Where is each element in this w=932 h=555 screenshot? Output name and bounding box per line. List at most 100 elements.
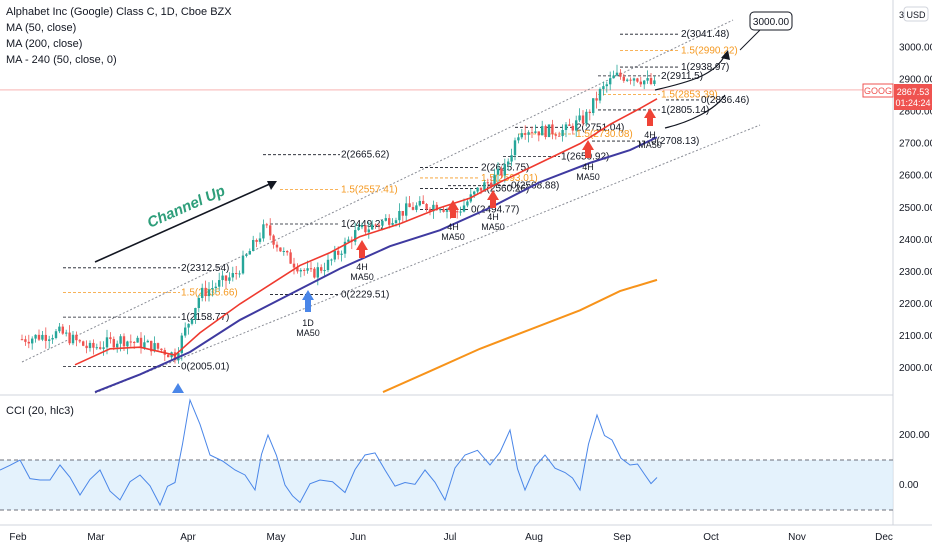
candle-body (513, 140, 517, 156)
cci-legend[interactable]: CCI (20, hlc3) (6, 405, 74, 417)
callout-box[interactable] (749, 11, 793, 31)
candle-body (564, 124, 568, 131)
up-arrow-stem (450, 210, 456, 218)
callout-pointer (739, 29, 761, 51)
candle-body (92, 342, 95, 348)
currency-badge[interactable] (903, 6, 929, 22)
candle-body (48, 339, 51, 341)
price-axis[interactable]: 2000.00 2100.00 2200.00 2300.00 2400.00 2500.… (899, 43, 932, 375)
candle-body (411, 207, 415, 210)
candle-body (211, 288, 214, 290)
candle-body (425, 204, 428, 210)
candle-body (340, 253, 343, 255)
fib-level-label: 0(2836.46) (701, 95, 749, 106)
price-tick-label: 2300.00 (899, 267, 932, 278)
fib-level-label: 0(2494.77) (471, 204, 519, 215)
candle-body (534, 131, 537, 133)
candle-body (143, 342, 146, 349)
candle-body (415, 205, 418, 210)
marker-label-ma50: MA50 (638, 140, 662, 150)
up-arrow-stem (490, 200, 496, 208)
candle-body (554, 134, 557, 136)
callout-text: 3000.00 (753, 17, 790, 28)
channel-label: Channel Up (145, 182, 228, 231)
candle-body (401, 210, 404, 216)
price-badge (894, 84, 932, 110)
candle-body (544, 126, 547, 138)
ma240-line (94, 136, 658, 393)
candle-body (571, 125, 574, 131)
candle-body (418, 200, 421, 206)
candle-body (507, 161, 510, 165)
candle-body (646, 78, 649, 81)
candle-body (194, 308, 197, 320)
candle-body (41, 334, 44, 340)
candle-body (289, 252, 292, 264)
price-tick-label: 2200.00 (899, 299, 932, 310)
candle-body (241, 255, 245, 274)
price-tick-label: 2100.00 (899, 331, 932, 342)
candle-body (27, 341, 30, 344)
candle-body (78, 340, 81, 342)
candle-body (462, 205, 466, 212)
time-axis[interactable]: Feb Mar Apr May Jun Jul Aug Sep Oct Nov Dec (9, 532, 893, 543)
up-arrow-stem (359, 250, 365, 258)
candle-body (37, 334, 41, 340)
candle-body (126, 341, 129, 347)
cci-line (0, 398, 658, 507)
legend-ma50[interactable]: MA (50, close) (6, 22, 77, 34)
candle-body (218, 280, 221, 287)
candle-body (384, 218, 387, 221)
candle-body (252, 239, 255, 251)
candle-body (537, 131, 540, 136)
candle-body (207, 289, 211, 297)
fib-level-label: 0(2005.01) (181, 361, 229, 372)
candle-body (303, 269, 306, 271)
candle-body (347, 239, 350, 242)
candle-body (139, 337, 143, 349)
candle-body (483, 182, 486, 191)
fib-level-label: 1.5(2990.22) (681, 46, 738, 57)
price-tick-label: 2000.00 (899, 363, 932, 374)
candle-body (235, 273, 238, 275)
price-badge-countdown: 01:24:24 (895, 98, 930, 108)
candle-body (129, 341, 132, 343)
candle-body (31, 338, 34, 344)
candle-body (517, 137, 520, 141)
candle-body (224, 275, 228, 281)
cci-axis[interactable]: 0.00 200.00 (899, 430, 930, 491)
scale-top-label: 3 (899, 10, 904, 20)
candle-body (588, 111, 591, 114)
candle-body (306, 268, 309, 271)
legend-ma200[interactable]: MA (200, close) (6, 38, 83, 50)
candle-body (102, 347, 105, 349)
candle-body (51, 337, 54, 340)
candle-body (187, 323, 190, 328)
candle-body (527, 132, 530, 135)
price-tick-label: 2900.00 (899, 75, 932, 86)
fib-level-label: 0(2708.13) (651, 136, 699, 147)
candle-body (255, 239, 258, 242)
candle-body (275, 244, 279, 248)
legend-ma240[interactable]: MA - 240 (50, close, 0) (6, 54, 117, 66)
up-arrow-stem (647, 118, 653, 126)
fib-level-label: 2(2665.62) (341, 150, 389, 161)
candle-body (71, 334, 75, 344)
time-tick-label: Apr (180, 532, 196, 543)
candle-body (326, 259, 330, 271)
candle-body (214, 286, 217, 289)
candle-body (153, 343, 156, 352)
candle-body (578, 115, 581, 121)
candle-body (245, 254, 248, 256)
candle-body (20, 339, 24, 341)
candle-body (493, 174, 496, 187)
time-tick-label: Jul (444, 532, 457, 543)
time-tick-label: Nov (788, 532, 806, 543)
candle-body (65, 332, 68, 334)
legend-symbol[interactable]: Alphabet Inc (Google) Class C, 1D, Cboe … (6, 6, 232, 18)
candle-body (156, 343, 160, 349)
candle-body (116, 343, 119, 348)
marker-label-ma50: MA50 (481, 222, 505, 232)
candle-body (568, 124, 571, 126)
